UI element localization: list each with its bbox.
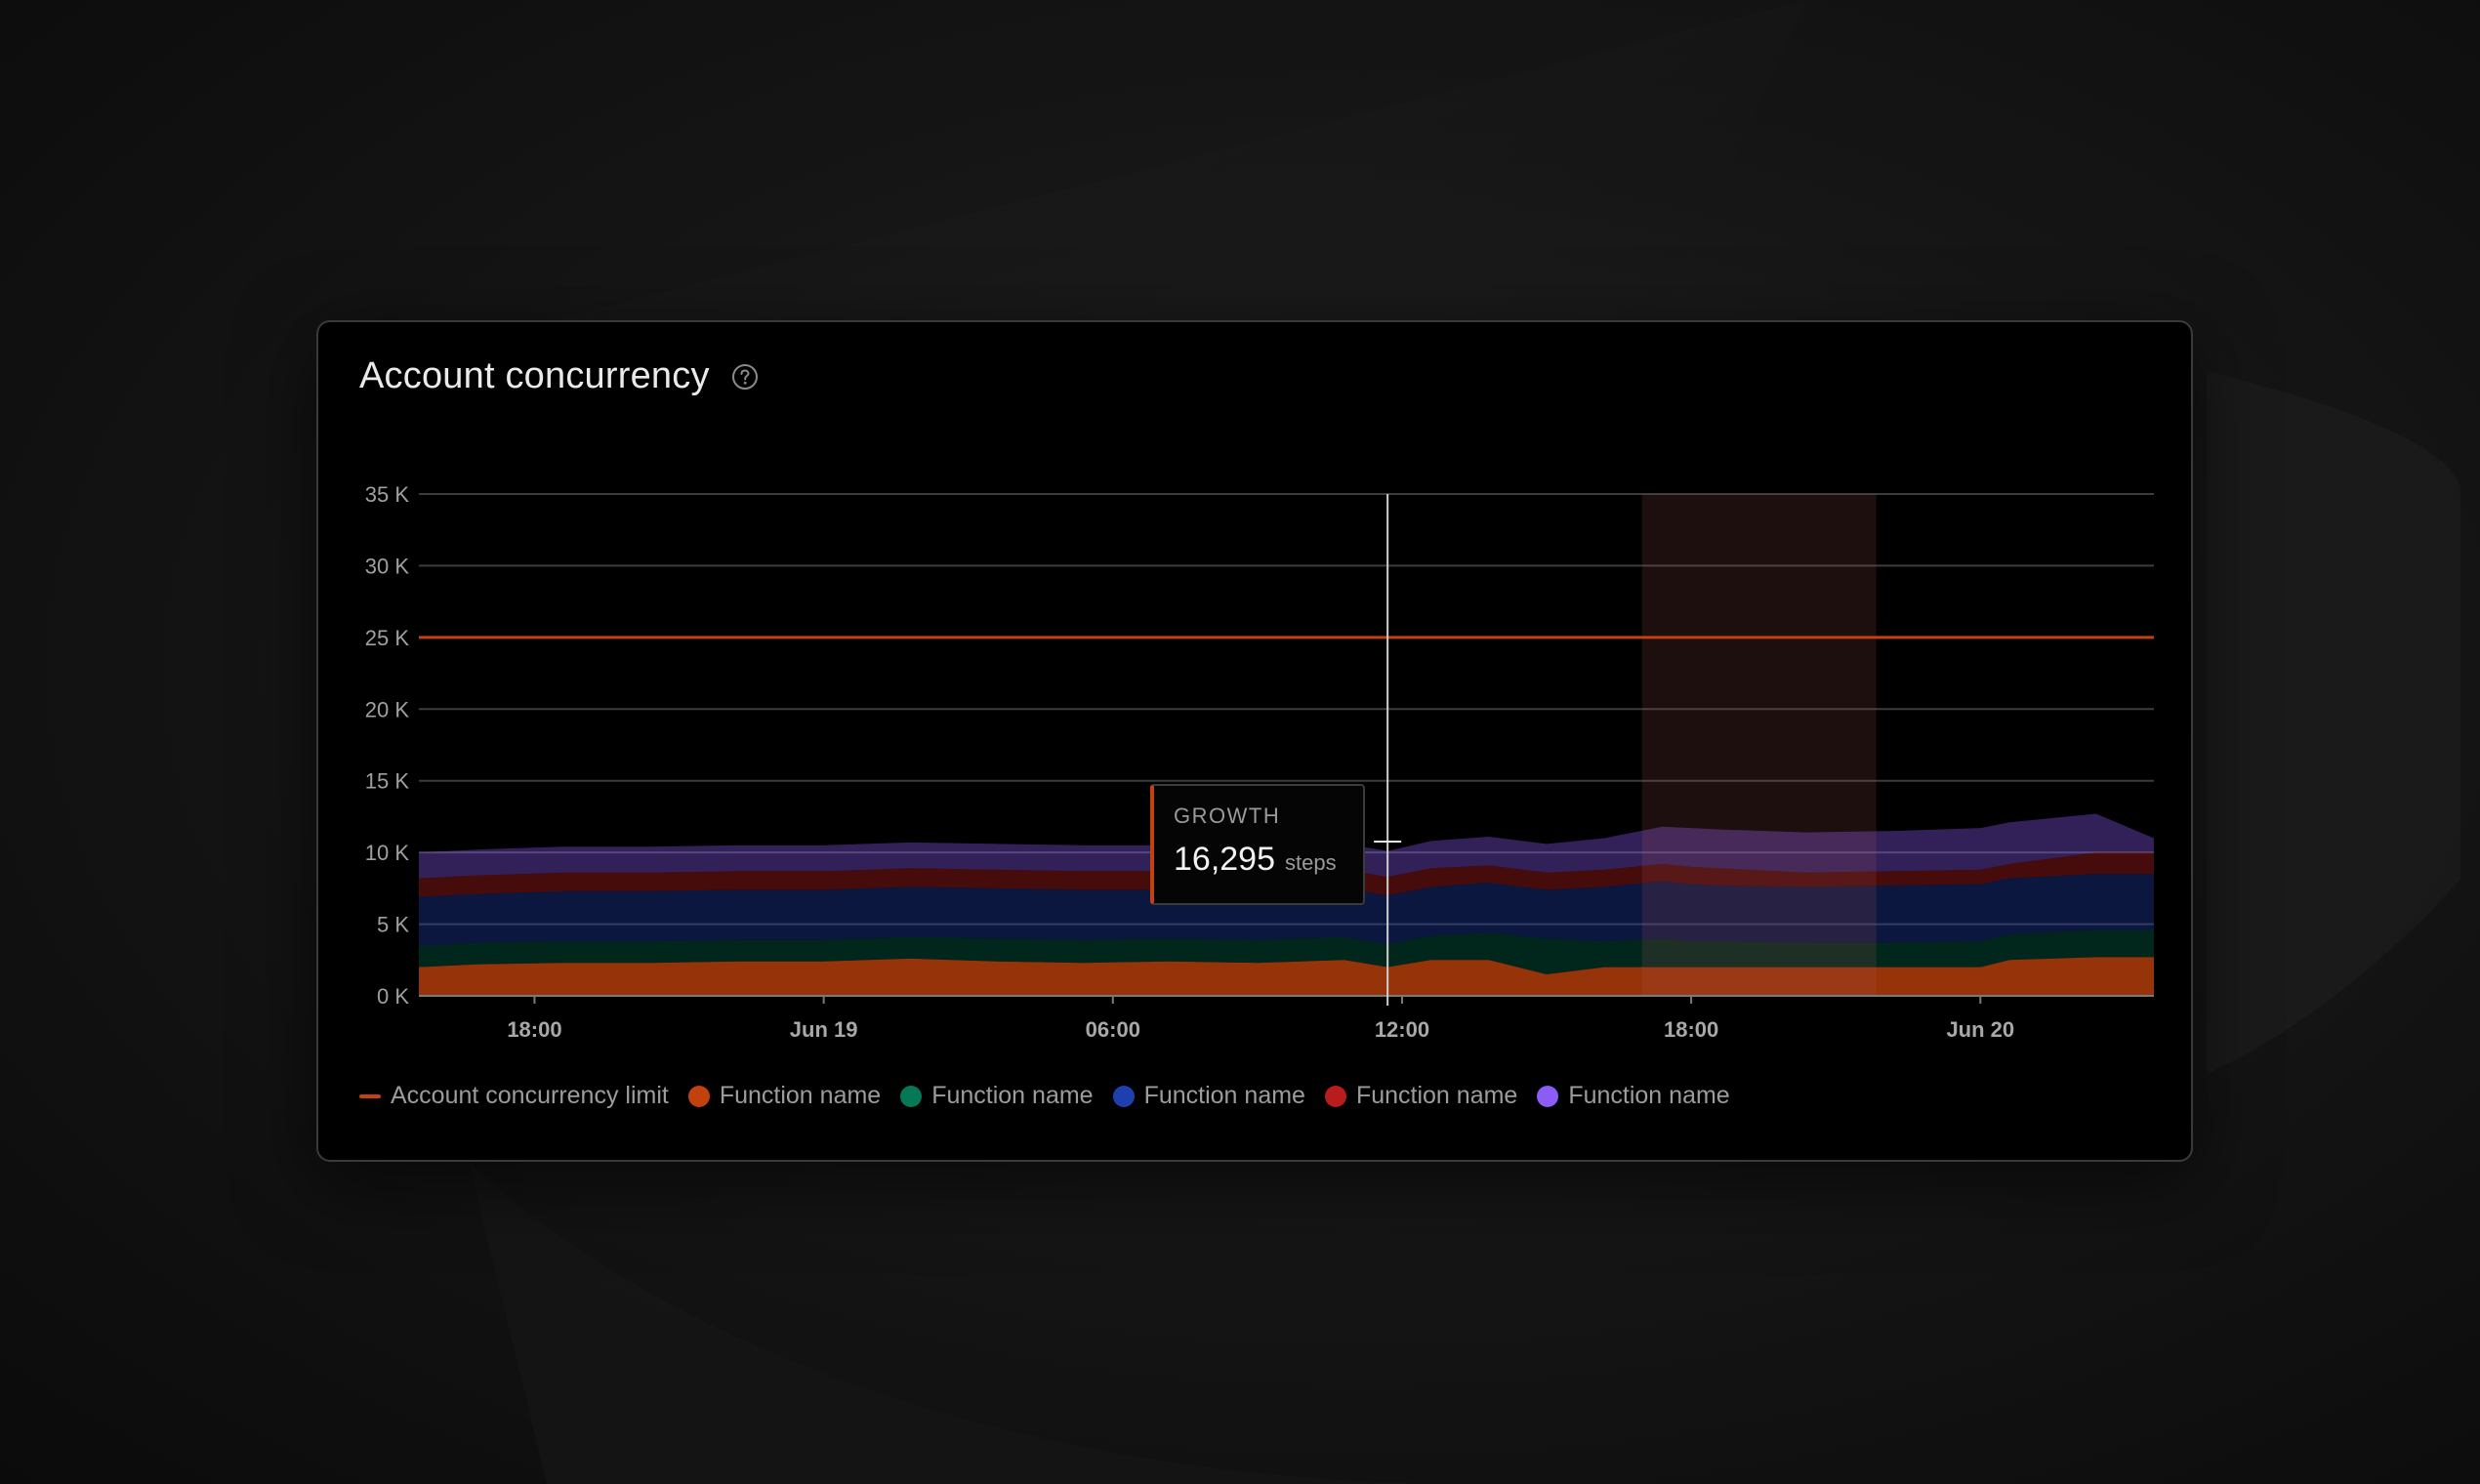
legend-label: Function name xyxy=(1355,1082,1518,1109)
legend-item-series-5[interactable]: Function name xyxy=(1537,1082,1730,1110)
legend-dot-swatch xyxy=(900,1085,923,1107)
y-tick-label: 15 K xyxy=(365,769,410,794)
chart-legend: Account concurrency limit Function name … xyxy=(359,1082,1730,1110)
legend-label: Function name xyxy=(1143,1082,1305,1109)
x-tick-label: Jun 19 xyxy=(790,1017,858,1042)
tooltip-unit: steps xyxy=(1285,850,1337,875)
legend-item-series-1[interactable]: Function name xyxy=(687,1082,882,1110)
area-series-2 xyxy=(419,929,2154,974)
legend-line-swatch xyxy=(359,1093,381,1098)
area-series-1 xyxy=(419,957,2154,996)
legend-label: Function name xyxy=(931,1082,1094,1109)
account-concurrency-chart[interactable]: 0 K 5 K 10 K 15 K 20 K 25 K 30 K 35 K 18:00 Jun 1… xyxy=(318,322,2195,1164)
x-tick-label: 18:00 xyxy=(1664,1017,1718,1042)
legend-item-series-3[interactable]: Function name xyxy=(1112,1082,1305,1110)
legend-label: Account concurrency limit xyxy=(391,1082,669,1109)
x-tick-label: 06:00 xyxy=(1086,1017,1140,1042)
x-tick-label: 12:00 xyxy=(1375,1017,1429,1042)
legend-label: Function name xyxy=(1568,1082,1730,1109)
chart-tooltip: GROWTH 16,295 steps xyxy=(1150,784,1365,905)
y-tick-label: 20 K xyxy=(365,697,410,721)
tooltip-value: 16,295 xyxy=(1174,841,1275,878)
chart-card: 0 K 5 K 10 K 15 K 20 K 25 K 30 K 35 K 18:00 Jun 1… xyxy=(316,320,2193,1162)
card-header: Account concurrency xyxy=(359,355,759,397)
area-series-3 xyxy=(419,874,2154,946)
legend-item-series-4[interactable]: Function name xyxy=(1324,1082,1518,1110)
y-tick-label: 5 K xyxy=(377,913,409,937)
x-tick-label: Jun 20 xyxy=(1946,1017,2014,1042)
legend-dot-swatch xyxy=(1537,1085,1559,1107)
tooltip-value-row: 16,295 steps xyxy=(1174,841,1343,879)
y-tick-label: 10 K xyxy=(365,841,410,865)
legend-item-limit[interactable]: Account concurrency limit xyxy=(359,1082,669,1110)
legend-dot-swatch xyxy=(1324,1085,1346,1107)
legend-dot-swatch xyxy=(1112,1085,1135,1107)
help-icon[interactable] xyxy=(731,363,759,391)
legend-item-series-2[interactable]: Function name xyxy=(900,1082,1094,1110)
y-tick-label: 0 K xyxy=(377,984,409,1009)
legend-dot-swatch xyxy=(687,1085,710,1107)
y-tick-label: 35 K xyxy=(365,482,410,507)
highlight-band xyxy=(1641,494,1877,996)
tooltip-label: GROWTH xyxy=(1174,804,1281,828)
y-tick-label: 25 K xyxy=(365,626,410,650)
x-tick-label: 18:00 xyxy=(507,1017,561,1042)
legend-label: Function name xyxy=(719,1082,882,1109)
y-tick-label: 30 K xyxy=(365,554,410,578)
chart-title: Account concurrency xyxy=(359,355,710,396)
